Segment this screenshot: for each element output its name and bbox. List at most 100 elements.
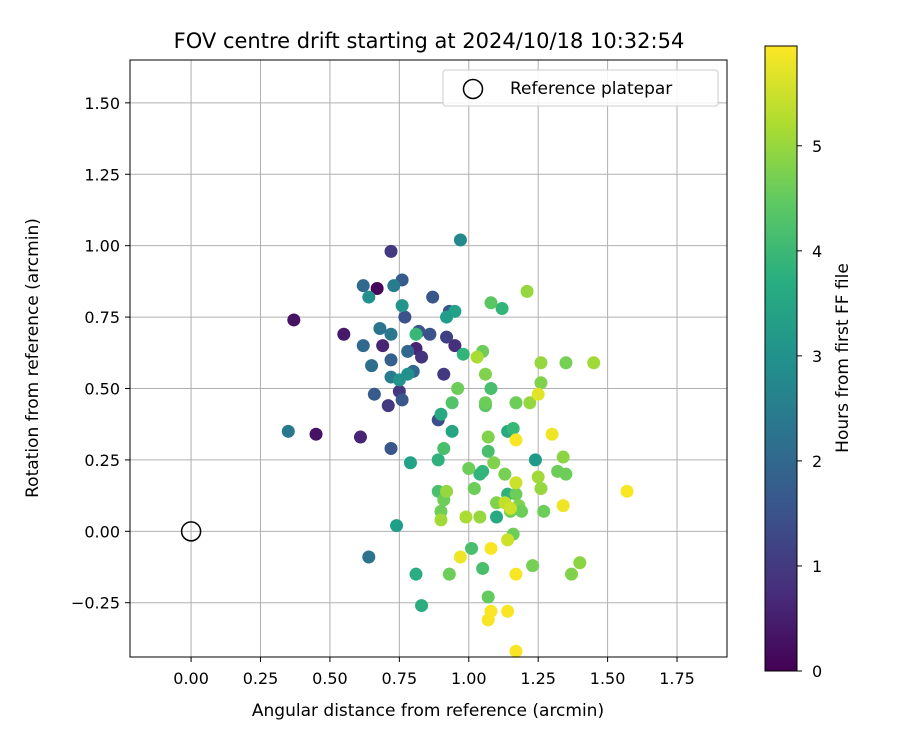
data-point xyxy=(487,456,501,470)
data-point xyxy=(456,347,470,361)
data-point xyxy=(465,541,479,555)
data-point xyxy=(370,282,384,296)
x-tick-label: 1.25 xyxy=(520,669,556,688)
data-point xyxy=(437,367,451,381)
data-point xyxy=(384,441,398,455)
data-point xyxy=(376,339,390,353)
x-tick-label: 1.00 xyxy=(451,669,487,688)
colorbar-gradient xyxy=(764,45,798,672)
data-point xyxy=(384,244,398,258)
data-point xyxy=(565,567,579,581)
colorbar-label: Hours from first FF file xyxy=(833,263,853,453)
data-point xyxy=(478,396,492,410)
data-point xyxy=(531,470,545,484)
data-point xyxy=(409,327,423,341)
data-point xyxy=(467,481,481,495)
colorbar-tick-label: 1 xyxy=(812,557,822,576)
data-point xyxy=(509,644,523,658)
data-point xyxy=(356,279,370,293)
colorbar-tick-label: 5 xyxy=(812,137,822,156)
data-point xyxy=(434,407,448,421)
data-point xyxy=(501,533,515,547)
data-point xyxy=(473,467,487,481)
data-point xyxy=(445,424,459,438)
data-point xyxy=(384,327,398,341)
data-point xyxy=(401,344,415,358)
data-point xyxy=(362,550,376,564)
data-point xyxy=(526,559,540,573)
data-point xyxy=(431,453,445,467)
data-point xyxy=(287,313,301,327)
data-point xyxy=(476,561,490,575)
colorbar-tick-label: 0 xyxy=(812,662,822,681)
data-point xyxy=(478,367,492,381)
data-point xyxy=(528,453,542,467)
data-points xyxy=(180,233,634,658)
y-tick-label: 0.75 xyxy=(84,308,120,327)
data-point xyxy=(481,444,495,458)
data-point xyxy=(337,327,351,341)
data-point xyxy=(587,356,601,370)
data-point xyxy=(362,290,376,304)
data-point xyxy=(415,599,429,613)
x-tick-label: 0.25 xyxy=(243,669,279,688)
data-point xyxy=(501,604,515,618)
data-point xyxy=(281,424,295,438)
data-point xyxy=(403,456,417,470)
x-tick-label: 0.50 xyxy=(312,669,348,688)
data-point xyxy=(534,481,548,495)
colorbar-ticks: 0 1 2 3 4 5 xyxy=(797,137,822,681)
data-point xyxy=(509,396,523,410)
data-point xyxy=(620,484,634,498)
data-point xyxy=(534,356,548,370)
data-point xyxy=(509,487,523,501)
legend-entry-reference: Reference platepar xyxy=(510,79,672,99)
data-point xyxy=(423,327,437,341)
data-point xyxy=(484,541,498,555)
data-point xyxy=(440,310,454,324)
data-point xyxy=(531,387,545,401)
data-point xyxy=(401,367,415,381)
colorbar-tick-label: 3 xyxy=(812,347,822,366)
data-point xyxy=(523,396,537,410)
data-point xyxy=(534,376,548,390)
data-point xyxy=(503,501,517,515)
y-tick-label: 0.25 xyxy=(84,451,120,470)
data-point xyxy=(415,350,429,364)
data-point xyxy=(398,310,412,324)
data-point xyxy=(509,433,523,447)
x-tick-label: 1.50 xyxy=(590,669,626,688)
y-tick-label: 0.50 xyxy=(84,379,120,398)
data-point xyxy=(556,499,570,513)
data-point xyxy=(495,302,509,316)
data-point xyxy=(473,510,487,524)
data-point xyxy=(434,513,448,527)
data-point xyxy=(559,356,573,370)
data-point xyxy=(490,510,504,524)
data-point xyxy=(481,430,495,444)
data-point xyxy=(459,510,473,524)
colorbar-tick-label: 4 xyxy=(812,242,822,261)
y-tick-label: 1.50 xyxy=(84,94,120,113)
data-point xyxy=(509,476,523,490)
data-point xyxy=(484,381,498,395)
data-point xyxy=(445,396,459,410)
reference-platepar-marker xyxy=(180,521,202,542)
x-tick-label: 0.00 xyxy=(173,669,209,688)
data-point xyxy=(462,461,476,475)
data-point xyxy=(365,359,379,373)
legend-box xyxy=(442,69,719,107)
data-point xyxy=(453,233,467,247)
data-point xyxy=(453,550,467,564)
data-point xyxy=(506,421,520,435)
data-point xyxy=(353,430,367,444)
data-point xyxy=(409,567,423,581)
chart-title: FOV centre drift starting at 2024/10/18 … xyxy=(174,29,685,53)
data-point xyxy=(470,350,484,364)
data-point xyxy=(442,567,456,581)
data-point xyxy=(556,450,570,464)
data-point xyxy=(426,290,440,304)
data-point xyxy=(387,279,401,293)
